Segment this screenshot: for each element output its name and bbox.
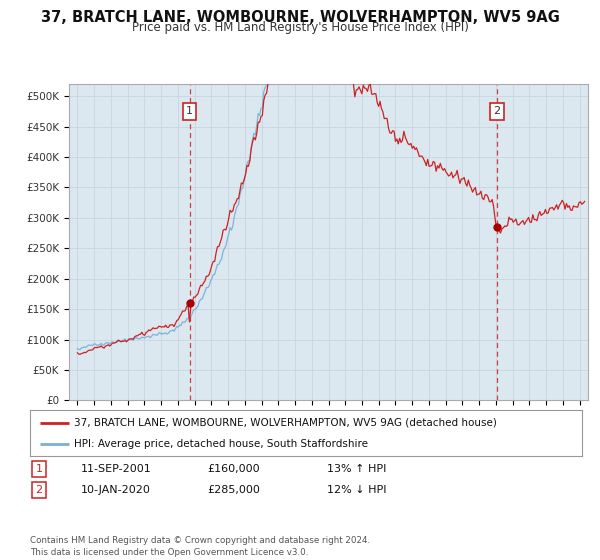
Text: 37, BRATCH LANE, WOMBOURNE, WOLVERHAMPTON, WV5 9AG: 37, BRATCH LANE, WOMBOURNE, WOLVERHAMPTO… — [41, 10, 559, 25]
Text: HPI: Average price, detached house, South Staffordshire: HPI: Average price, detached house, Sout… — [74, 439, 368, 449]
Text: 11-SEP-2001: 11-SEP-2001 — [81, 464, 152, 474]
Text: 37, BRATCH LANE, WOMBOURNE, WOLVERHAMPTON, WV5 9AG (detached house): 37, BRATCH LANE, WOMBOURNE, WOLVERHAMPTO… — [74, 418, 497, 428]
Text: 1: 1 — [186, 106, 193, 116]
Text: 2: 2 — [35, 485, 43, 495]
Text: 12% ↓ HPI: 12% ↓ HPI — [327, 485, 386, 495]
Text: 13% ↑ HPI: 13% ↑ HPI — [327, 464, 386, 474]
Text: 10-JAN-2020: 10-JAN-2020 — [81, 485, 151, 495]
Text: £285,000: £285,000 — [207, 485, 260, 495]
Text: 1: 1 — [35, 464, 43, 474]
Text: £160,000: £160,000 — [207, 464, 260, 474]
Text: 2: 2 — [493, 106, 500, 116]
Text: Price paid vs. HM Land Registry's House Price Index (HPI): Price paid vs. HM Land Registry's House … — [131, 21, 469, 34]
Text: Contains HM Land Registry data © Crown copyright and database right 2024.
This d: Contains HM Land Registry data © Crown c… — [30, 536, 370, 557]
